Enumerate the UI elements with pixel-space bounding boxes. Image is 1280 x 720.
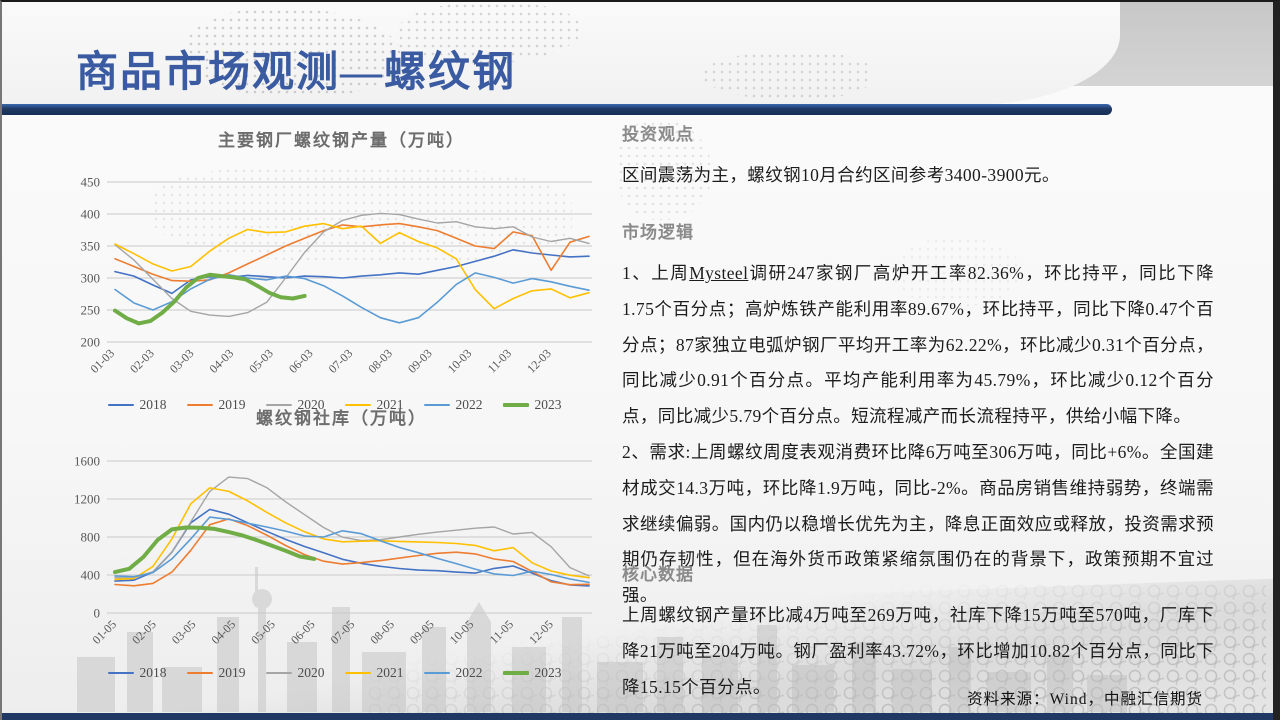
legend-label-2018: 2018 xyxy=(139,665,167,680)
legend-swatch-2019 xyxy=(186,672,213,674)
svg-text:01-03: 01-03 xyxy=(87,346,117,376)
legend-label-2018: 2018 xyxy=(139,397,167,412)
legend-label-2021: 2021 xyxy=(376,665,404,680)
legend-swatch-2020 xyxy=(265,404,292,406)
svg-text:05-05: 05-05 xyxy=(248,617,278,647)
legend-swatch-2023 xyxy=(502,403,529,407)
svg-text:09-05: 09-05 xyxy=(407,617,437,647)
svg-text:1600: 1600 xyxy=(74,454,100,469)
chart-inventory: 螺纹钢社库（万吨） 1600 1200 800 400 0 01-05 02-05 03-05… xyxy=(57,408,612,682)
svg-text:0: 0 xyxy=(94,606,101,621)
legend-label-2022: 2022 xyxy=(455,397,483,412)
svg-text:03-05: 03-05 xyxy=(169,617,199,647)
legend-item-2021: 2021 xyxy=(344,665,404,681)
legend-label-2022: 2022 xyxy=(455,665,483,680)
svg-text:800: 800 xyxy=(81,530,101,545)
chart-legend-production: 2018 2019 2020 2021 2022 2023 xyxy=(57,396,612,414)
legend-label-2020: 2020 xyxy=(297,397,325,412)
legend-item-2019: 2019 xyxy=(186,397,246,413)
svg-text:400: 400 xyxy=(81,568,101,583)
svg-text:10-05: 10-05 xyxy=(447,617,477,647)
bottom-bar xyxy=(2,713,1273,720)
legend-swatch-2023 xyxy=(502,671,529,675)
legend-swatch-2020 xyxy=(265,672,292,674)
legend-item-2022: 2022 xyxy=(423,397,483,413)
svg-text:06-05: 06-05 xyxy=(288,617,318,647)
market-logic-paragraph-1: 1、上周Mysteel调研247家钢厂高炉开工率82.36%，环比持平，同比下降… xyxy=(622,256,1214,435)
svg-text:300: 300 xyxy=(81,271,101,286)
legend-item-2020: 2020 xyxy=(265,397,325,413)
section-heading-core-data: 核心数据 xyxy=(622,565,694,584)
legend-label-2019: 2019 xyxy=(218,397,246,412)
svg-text:01-05: 01-05 xyxy=(89,617,119,647)
section-investment-view: 投资观点 区间震荡为主，螺纹钢10月合约区间参考3400-3900元。 xyxy=(622,120,1214,194)
legend-item-2022: 2022 xyxy=(423,665,483,681)
svg-text:02-03: 02-03 xyxy=(127,346,157,376)
legend-label-2021: 2021 xyxy=(376,397,404,412)
svg-text:200: 200 xyxy=(81,335,101,350)
legend-item-2020: 2020 xyxy=(265,665,325,681)
svg-text:03-03: 03-03 xyxy=(167,346,197,376)
legend-swatch-2019 xyxy=(186,404,213,406)
legend-swatch-2021 xyxy=(344,672,371,674)
svg-text:450: 450 xyxy=(81,175,101,190)
market-logic-paragraph-2: 2、需求:上周螺纹周度表观消费环比降6万吨至306万吨，同比+6%。全国建材成交… xyxy=(622,441,1214,606)
market-logic-p1-link-text: Mysteel xyxy=(689,263,749,283)
legend-label-2019: 2019 xyxy=(218,665,246,680)
investment-view-text: 区间震荡为主，螺纹钢10月合约区间参考3400-3900元。 xyxy=(622,165,1060,185)
svg-text:08-03: 08-03 xyxy=(365,346,395,376)
legend-item-2018: 2018 xyxy=(107,665,167,681)
page-title: 商品市场观测—螺纹钢 xyxy=(76,50,517,96)
svg-text:1200: 1200 xyxy=(74,492,100,507)
legend-item-2023: 2023 xyxy=(502,665,562,681)
section-heading-market-logic: 市场逻辑 xyxy=(622,223,694,242)
chart-plot-inventory: 1600 1200 800 400 001-05 02-05 03-05 04-05 05-05… xyxy=(74,454,592,647)
svg-text:11-03: 11-03 xyxy=(485,346,514,375)
chart-title-inventory: 螺纹钢社库（万吨） xyxy=(256,409,427,428)
legend-swatch-2018 xyxy=(107,404,134,406)
svg-text:400: 400 xyxy=(81,207,101,222)
svg-text:12-03: 12-03 xyxy=(524,346,554,376)
section-market-logic: 市场逻辑 1、上周Mysteel调研247家钢厂高炉开工率82.36%，环比持平… xyxy=(622,218,1214,614)
legend-label-2023: 2023 xyxy=(534,665,562,680)
legend-item-2021: 2021 xyxy=(344,397,404,413)
legend-label-2023: 2023 xyxy=(534,397,562,412)
svg-text:02-05: 02-05 xyxy=(129,617,159,647)
svg-text:04-05: 04-05 xyxy=(209,617,239,647)
svg-text:05-03: 05-03 xyxy=(246,346,276,376)
svg-text:09-03: 09-03 xyxy=(405,346,435,376)
svg-text:350: 350 xyxy=(81,239,101,254)
svg-text:08-05: 08-05 xyxy=(367,617,397,647)
legend-item-2023: 2023 xyxy=(502,397,562,413)
data-source-note: 资料来源：Wind，中融汇信期货 xyxy=(967,691,1203,708)
svg-text:12-05: 12-05 xyxy=(526,617,556,647)
chart-title-production: 主要钢厂螺纹钢产量（万吨） xyxy=(218,131,465,150)
section-core-data: 核心数据 上周螺纹钢产量环比减4万吨至269万吨，社库下降15万吨至570吨，厂… xyxy=(622,560,1214,705)
svg-text:11-05: 11-05 xyxy=(487,617,516,646)
header-band xyxy=(2,2,1120,105)
svg-text:07-05: 07-05 xyxy=(328,617,358,647)
chart-production: 主要钢厂螺纹钢产量（万吨） 450 400 350 300 250 200 01-03 02-… xyxy=(57,130,612,414)
market-logic-p1-before: 1、上周 xyxy=(622,263,690,283)
svg-text:10-03: 10-03 xyxy=(445,346,475,376)
legend-item-2019: 2019 xyxy=(186,665,246,681)
legend-item-2018: 2018 xyxy=(107,397,167,413)
svg-text:06-03: 06-03 xyxy=(286,346,316,376)
legend-swatch-2018 xyxy=(107,672,134,674)
chart-legend-inventory: 2018 2019 2020 2021 2022 2023 xyxy=(57,664,612,682)
legend-label-2020: 2020 xyxy=(297,665,325,680)
svg-text:250: 250 xyxy=(81,303,101,318)
header-divider-bar xyxy=(2,104,1112,115)
market-logic-p1-after: 调研247家钢厂高炉开工率82.36%，环比持平，同比下降1.75个百分点；高炉… xyxy=(622,263,1214,427)
legend-swatch-2022 xyxy=(423,404,450,406)
legend-swatch-2021 xyxy=(344,404,371,406)
section-heading-investment-view: 投资观点 xyxy=(622,125,694,144)
svg-text:07-03: 07-03 xyxy=(326,346,356,376)
legend-swatch-2022 xyxy=(423,672,450,674)
svg-text:04-03: 04-03 xyxy=(207,346,237,376)
